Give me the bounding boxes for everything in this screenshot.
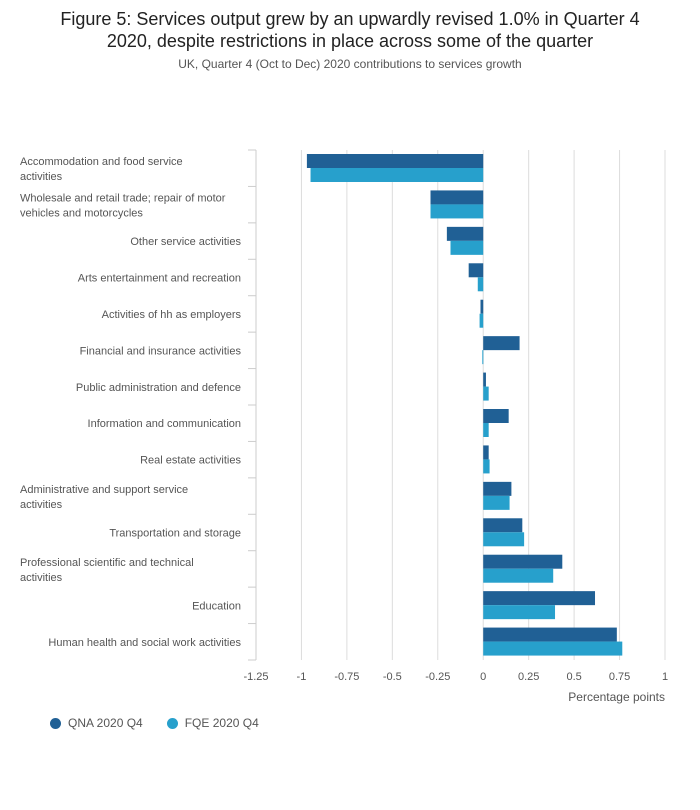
x-tick-label-3: -0.5 [383, 671, 402, 683]
bar-qna-9 [483, 481, 512, 496]
legend-label-qna: QNA 2020 Q4 [68, 716, 143, 730]
x-tick-label-6: 0.25 [518, 671, 539, 683]
category-label-3: Arts entertainment and recreation [78, 273, 241, 285]
bar-fqe-8 [483, 459, 490, 474]
bar-fqe-1 [430, 204, 484, 219]
bar-qna-7 [483, 409, 509, 423]
category-label-1: Wholesale and retail trade; repair of mo… [20, 193, 226, 220]
bar-fqe-6 [483, 386, 489, 401]
category-label-4: Activities of hh as employers [102, 309, 242, 321]
category-label-12: Education [192, 600, 241, 612]
bar-qna-10 [483, 518, 523, 533]
chart-title-line-1: Figure 5: Services output grew by an upw… [60, 9, 640, 29]
x-tick-label-5: 0 [480, 671, 486, 683]
bar-chart: Accommodation and food service activities… [20, 149, 668, 704]
bar-fqe-13 [483, 641, 623, 656]
bar-fqe-11 [483, 568, 554, 583]
legend-item-qna[interactable]: QNA 2020 Q4 [50, 716, 143, 730]
bar-qna-11 [483, 554, 563, 569]
category-label-2: Other service activities [130, 236, 241, 248]
bar-fqe-10 [483, 532, 525, 547]
bar-qna-1 [430, 190, 484, 205]
category-label-9-line-1: activities [20, 499, 63, 511]
legend-label-fqe: FQE 2020 Q4 [184, 716, 259, 730]
category-label-5: Financial and insurance activities [80, 345, 242, 357]
bar-qna-0 [306, 154, 484, 168]
bar-fqe-7 [483, 423, 489, 437]
category-label-9: Administrative and support service activi… [20, 484, 188, 511]
bar-fqe-0 [310, 168, 484, 182]
bar-qna-4 [480, 299, 484, 314]
category-label-1-line-1: vehicles and motorcycles [20, 208, 143, 220]
bar-fqe-5 [482, 350, 484, 365]
category-label-10: Transportation and storage [109, 528, 241, 540]
legend-marker-qna [50, 717, 61, 729]
legend-marker-fqe [166, 717, 178, 729]
category-label-1-line-0: Wholesale and retail trade; repair of mo… [20, 193, 226, 205]
bar-qna-3 [468, 263, 484, 278]
category-label-11-line-0: Professional scientific and technical [20, 557, 194, 569]
category-label-9-line-0: Administrative and support service [20, 484, 188, 496]
x-axis-label: Percentage points [568, 690, 665, 704]
category-label-0-line-0: Accommodation and food service [20, 156, 183, 168]
x-tick-label-8: 0.75 [609, 671, 630, 683]
x-tick-label-7: 0.5 [566, 671, 581, 683]
category-label-7: Information and communication [88, 418, 241, 430]
chart-subtitle: UK, Quarter 4 (Oct to Dec) 2020 contribu… [178, 57, 522, 71]
bar-qna-12 [483, 591, 596, 606]
category-label-11-line-1: activities [20, 572, 63, 584]
chart-title-line-2: 2020, despite restrictions in place acro… [106, 31, 594, 51]
legend-item-fqe[interactable]: FQE 2020 Q4 [166, 716, 259, 730]
bar-fqe-3 [477, 277, 484, 292]
x-tick-label-9: 1 [662, 671, 668, 683]
bar-qna-8 [483, 445, 489, 460]
category-label-8: Real estate activities [140, 455, 241, 467]
bar-qna-13 [483, 627, 617, 642]
x-tick-label-1: -1 [297, 671, 307, 683]
category-label-11: Professional scientific and technical act… [20, 557, 194, 584]
chart-title: Figure 5: Services output grew by an upw… [0, 8, 700, 52]
bar-qna-6 [483, 372, 486, 387]
bar-qna-5 [483, 336, 520, 351]
x-tick-label-4: -0.25 [425, 671, 450, 683]
bar-fqe-2 [450, 240, 484, 255]
x-tick-label-0: -1.25 [243, 671, 268, 683]
chart-legend: QNA 2020 Q4 FQE 2020 Q4 [50, 716, 259, 730]
category-label-6: Public administration and defence [76, 382, 241, 394]
category-label-0-line-1: activities [20, 171, 63, 183]
category-label-13: Human health and social work activities [48, 637, 241, 649]
x-tick-label-2: -0.75 [334, 671, 359, 683]
bar-qna-2 [446, 226, 484, 241]
category-label-0: Accommodation and food service activities [20, 156, 183, 183]
bar-fqe-4 [479, 313, 484, 328]
bar-fqe-12 [483, 605, 556, 620]
bar-fqe-9 [483, 495, 510, 510]
